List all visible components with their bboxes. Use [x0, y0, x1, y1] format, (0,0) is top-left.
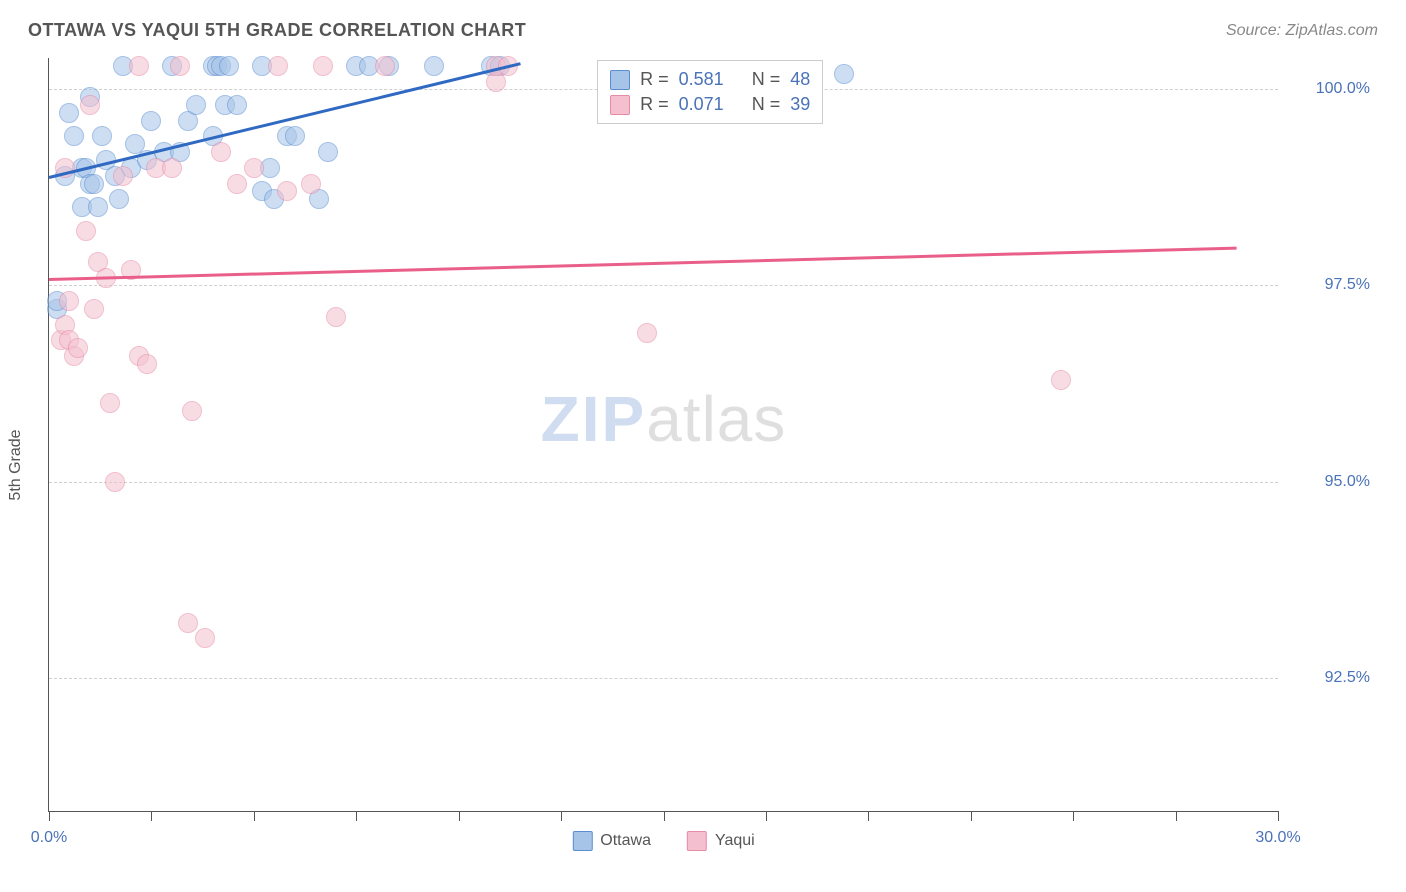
scatter-point	[637, 323, 657, 343]
y-tick-label: 100.0%	[1290, 80, 1370, 98]
scatter-plot: ZIPatlas 92.5%95.0%97.5%100.0%0.0%30.0%R…	[48, 58, 1278, 812]
legend-swatch	[610, 70, 630, 90]
scatter-point	[424, 56, 444, 76]
y-axis-title: 5th Grade	[7, 429, 25, 500]
bottom-legend: Ottawa Yaqui	[572, 831, 754, 851]
legend-swatch	[610, 95, 630, 115]
bottom-legend-item: Yaqui	[687, 831, 755, 851]
scatter-point	[109, 189, 129, 209]
y-tick-label: 97.5%	[1290, 276, 1370, 294]
legend-label: Yaqui	[715, 832, 755, 850]
scatter-point	[64, 126, 84, 146]
scatter-point	[195, 628, 215, 648]
legend-swatch	[572, 831, 592, 851]
scatter-point	[285, 126, 305, 146]
scatter-point	[80, 95, 100, 115]
scatter-point	[137, 354, 157, 374]
x-tick	[49, 811, 50, 821]
r-value: 0.071	[679, 94, 724, 115]
x-tick	[766, 811, 767, 821]
scatter-point	[100, 393, 120, 413]
x-tick-label: 30.0%	[1255, 829, 1300, 847]
scatter-point	[227, 95, 247, 115]
scatter-point	[68, 338, 88, 358]
scatter-point	[178, 613, 198, 633]
x-tick	[664, 811, 665, 821]
scatter-point	[375, 56, 395, 76]
scatter-point	[170, 56, 190, 76]
y-tick-label: 92.5%	[1290, 669, 1370, 687]
scatter-point	[59, 291, 79, 311]
bottom-legend-item: Ottawa	[572, 831, 651, 851]
legend-swatch	[687, 831, 707, 851]
scatter-point	[59, 103, 79, 123]
scatter-point	[182, 401, 202, 421]
scatter-point	[244, 158, 264, 178]
x-tick	[868, 811, 869, 821]
watermark-zip: ZIP	[541, 383, 647, 455]
x-tick	[356, 811, 357, 821]
scatter-point	[301, 174, 321, 194]
x-tick	[1278, 811, 1279, 821]
scatter-point	[227, 174, 247, 194]
scatter-point	[76, 221, 96, 241]
gridline	[49, 285, 1278, 286]
scatter-point	[84, 174, 104, 194]
chart-source: Source: ZipAtlas.com	[1226, 22, 1378, 40]
scatter-point	[211, 142, 231, 162]
scatter-point	[141, 111, 161, 131]
trend-line	[49, 62, 521, 179]
scatter-point	[162, 158, 182, 178]
scatter-point	[277, 181, 297, 201]
stats-legend-row: R = 0.071 N = 39	[610, 92, 810, 117]
legend-label: Ottawa	[600, 832, 651, 850]
scatter-point	[84, 299, 104, 319]
scatter-point	[1051, 370, 1071, 390]
chart-title: OTTAWA VS YAQUI 5TH GRADE CORRELATION CH…	[28, 20, 526, 41]
r-label: R =	[640, 69, 669, 90]
scatter-point	[186, 95, 206, 115]
r-value: 0.581	[679, 69, 724, 90]
scatter-point	[318, 142, 338, 162]
scatter-point	[268, 56, 288, 76]
gridline	[49, 678, 1278, 679]
scatter-point	[129, 56, 149, 76]
x-tick	[561, 811, 562, 821]
watermark: ZIPatlas	[541, 382, 787, 456]
n-value: 39	[790, 94, 810, 115]
x-tick-label: 0.0%	[31, 829, 67, 847]
x-tick	[1176, 811, 1177, 821]
stats-legend-row: R = 0.581 N = 48	[610, 67, 810, 92]
scatter-point	[113, 166, 133, 186]
n-value: 48	[790, 69, 810, 90]
watermark-atlas: atlas	[646, 383, 786, 455]
x-tick	[1073, 811, 1074, 821]
y-tick-label: 95.0%	[1290, 473, 1370, 491]
x-tick	[971, 811, 972, 821]
x-tick	[254, 811, 255, 821]
gridline	[49, 482, 1278, 483]
scatter-point	[88, 197, 108, 217]
scatter-point	[834, 64, 854, 84]
x-tick	[151, 811, 152, 821]
stats-legend: R = 0.581 N = 48 R = 0.071 N = 39	[597, 60, 823, 124]
scatter-point	[313, 56, 333, 76]
n-label: N =	[752, 94, 781, 115]
n-label: N =	[752, 69, 781, 90]
chart-header: OTTAWA VS YAQUI 5TH GRADE CORRELATION CH…	[0, 0, 1406, 49]
chart-area: 5th Grade ZIPatlas 92.5%95.0%97.5%100.0%…	[48, 58, 1378, 872]
scatter-point	[219, 56, 239, 76]
x-tick	[459, 811, 460, 821]
scatter-point	[92, 126, 112, 146]
r-label: R =	[640, 94, 669, 115]
trend-line	[49, 246, 1237, 280]
scatter-point	[105, 472, 125, 492]
scatter-point	[326, 307, 346, 327]
